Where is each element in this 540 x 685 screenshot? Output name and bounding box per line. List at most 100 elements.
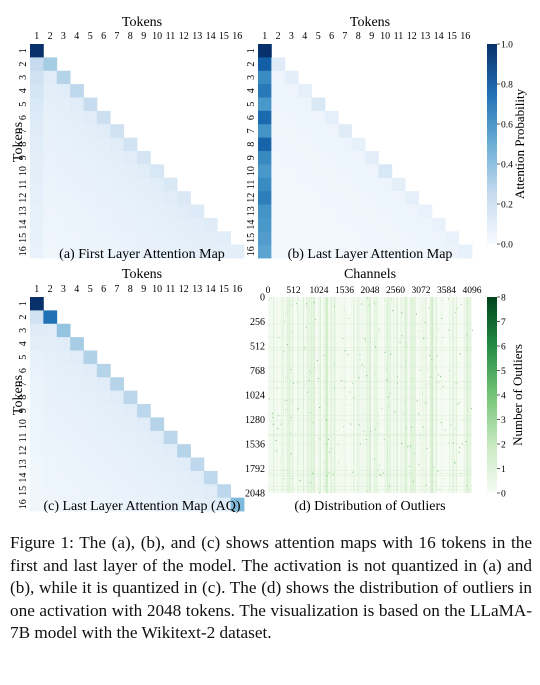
outlier-point (312, 472, 314, 474)
outlier-point (386, 379, 388, 381)
outlier-point (375, 429, 376, 431)
outlier-point (384, 299, 386, 301)
colorbar-tick-label: 2 (501, 441, 506, 451)
outlier-channel-streak (292, 297, 294, 493)
attention-cell (30, 124, 44, 139)
outlier-point (350, 423, 352, 425)
outlier-point (277, 428, 279, 430)
attention-cell (203, 484, 218, 499)
outlier-point (373, 458, 375, 460)
outlier-channel-streak (452, 297, 454, 493)
attention-cell (96, 244, 111, 259)
outlier-point (284, 400, 286, 402)
outlier-point (410, 300, 412, 302)
colorbar-outliers-label: Number of Outliers (510, 344, 525, 446)
attention-cell (30, 350, 44, 365)
y-tick-label: 512 (250, 342, 265, 353)
attention-cell (43, 323, 58, 338)
y-tick-label: 4 (246, 88, 257, 93)
outlier-point (435, 366, 437, 368)
x-tick-label: 13 (192, 31, 202, 42)
outlier-point (308, 380, 310, 381)
attention-cell (324, 151, 339, 165)
outlier-point (275, 440, 277, 441)
outlier-channel-streak (405, 297, 407, 493)
outlier-channel-streak (431, 297, 433, 493)
outlier-point (429, 376, 431, 378)
attention-cell (110, 217, 125, 232)
outlier-point (454, 462, 456, 464)
outlier-token-row (268, 399, 472, 400)
attention-cell (177, 217, 191, 232)
attention-cell (30, 70, 44, 85)
y-tick-label: 1280 (245, 415, 265, 426)
attention-cell (43, 57, 58, 72)
attention-cell (83, 430, 98, 445)
outlier-point (433, 467, 435, 469)
attention-cell (70, 497, 84, 512)
outlier-channel-streak (306, 297, 307, 493)
attention-cell (123, 217, 138, 232)
outlier-channel-streak (406, 297, 407, 493)
outlier-point (422, 426, 424, 428)
outlier-point (316, 450, 318, 452)
attention-cell (203, 231, 218, 246)
outlier-point (365, 439, 367, 440)
attention-cell (177, 457, 191, 472)
attention-cell (284, 124, 299, 139)
attention-cell (378, 164, 393, 179)
y-tick-label: 5 (246, 102, 257, 107)
x-tick-label: 7 (114, 31, 119, 42)
outlier-point (343, 310, 345, 312)
x-tick-label: 14 (434, 31, 444, 42)
outlier-point (392, 310, 394, 311)
attention-cell (30, 84, 44, 98)
attention-cell (391, 177, 406, 192)
outlier-point (286, 399, 288, 401)
outlier-channel-streak (353, 297, 355, 493)
colorbar-tick-label: 1.0 (501, 41, 513, 51)
attention-cell (30, 417, 44, 432)
attention-cell (56, 177, 71, 192)
outlier-channel-streak (327, 297, 329, 493)
y-tick-label: 256 (250, 317, 265, 328)
panel-c-caption: (c) Last Layer Attention Map (AQ) (43, 499, 240, 514)
attention-cell (351, 137, 366, 152)
y-tick-label: 15 (246, 233, 257, 243)
attention-cell (338, 244, 353, 259)
outlier-token-row (268, 366, 472, 368)
outlier-point (279, 469, 281, 471)
outlier-channel-streak (464, 297, 466, 493)
attention-cell (150, 430, 165, 445)
attention-cell (378, 204, 393, 219)
y-tick-label: 10 (18, 419, 29, 429)
outlier-channel-streak (387, 297, 388, 493)
attention-cell (405, 204, 419, 219)
attention-cell (96, 430, 111, 445)
outlier-channel-streak (463, 297, 465, 493)
outlier-point (361, 364, 363, 366)
outlier-point (280, 423, 282, 425)
attention-cell (43, 231, 58, 246)
attention-cell (137, 417, 151, 432)
outlier-point (272, 423, 274, 425)
attention-cell (284, 84, 299, 98)
y-tick-label: 3 (18, 75, 29, 80)
attention-cell (405, 217, 419, 232)
attention-cell (110, 204, 125, 219)
attention-cell (258, 151, 272, 165)
outlier-token-row (268, 381, 472, 382)
attention-cell (43, 457, 58, 472)
x-tick-label: 16 (460, 31, 470, 42)
x-tick-label: 9 (141, 31, 146, 42)
attention-cell (30, 390, 44, 405)
outlier-point (409, 444, 411, 446)
attention-cell (70, 417, 84, 432)
attention-cell (83, 110, 98, 125)
attention-cell (271, 151, 286, 165)
outlier-point (268, 398, 270, 399)
y-tick-label: 3 (18, 328, 29, 333)
x-tick-label: 3584 (437, 286, 456, 296)
y-tick-label: 8 (18, 142, 29, 147)
attention-cell (324, 124, 339, 139)
